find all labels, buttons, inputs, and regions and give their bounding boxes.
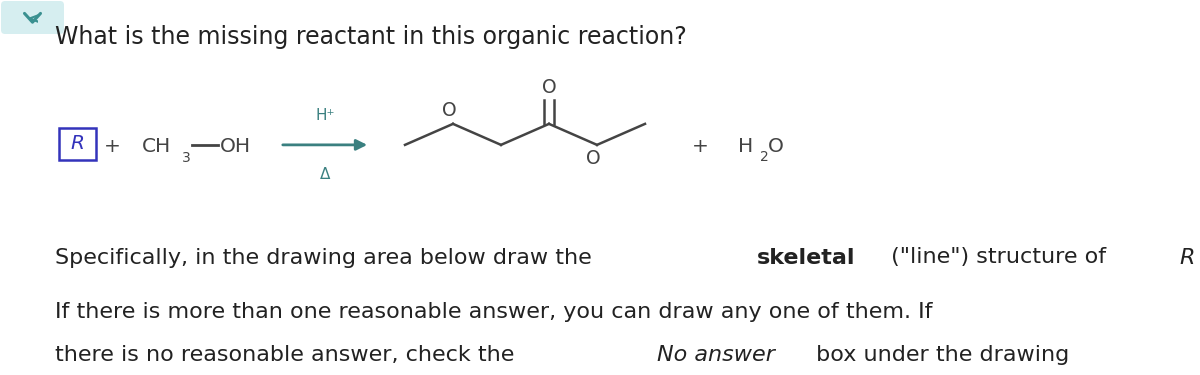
Text: No answer: No answer [656, 345, 775, 365]
Text: H⁺: H⁺ [316, 108, 335, 123]
FancyBboxPatch shape [1, 1, 64, 34]
Text: +: + [691, 137, 708, 156]
Text: 3: 3 [182, 151, 191, 165]
Text: Specifically, in the drawing area below draw the: Specifically, in the drawing area below … [55, 248, 599, 267]
FancyBboxPatch shape [59, 128, 96, 160]
Text: R: R [1180, 248, 1195, 267]
Text: What is the missing reactant in this organic reaction?: What is the missing reactant in this org… [55, 25, 686, 49]
Text: O: O [586, 149, 600, 168]
Text: box under the drawing: box under the drawing [809, 345, 1069, 365]
Text: R: R [71, 134, 84, 153]
Text: OH: OH [220, 137, 251, 156]
Text: ("line") structure of: ("line") structure of [884, 248, 1114, 267]
Text: O: O [442, 101, 456, 120]
Text: H: H [738, 137, 754, 156]
Text: +: + [103, 137, 120, 156]
Text: there is no reasonable answer, check the: there is no reasonable answer, check the [55, 345, 522, 365]
Text: skeletal: skeletal [757, 248, 856, 267]
Text: CH: CH [142, 137, 172, 156]
Text: O: O [541, 78, 557, 97]
Text: v: v [25, 13, 40, 22]
Text: 2: 2 [760, 150, 769, 164]
Text: O: O [768, 137, 784, 156]
Text: Δ: Δ [320, 167, 330, 182]
Text: If there is more than one reasonable answer, you can draw any one of them. If: If there is more than one reasonable ans… [55, 302, 932, 322]
